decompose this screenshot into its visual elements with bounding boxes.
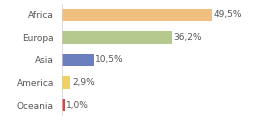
Text: 1,0%: 1,0% (66, 101, 89, 110)
Text: 49,5%: 49,5% (214, 10, 242, 19)
Text: 10,5%: 10,5% (95, 55, 124, 64)
Bar (62, 54, 94, 66)
Bar (62, 76, 70, 89)
Bar (62, 31, 172, 44)
Bar (62, 99, 65, 111)
Bar (62, 9, 212, 21)
Text: 36,2%: 36,2% (173, 33, 202, 42)
Text: 2,9%: 2,9% (72, 78, 95, 87)
